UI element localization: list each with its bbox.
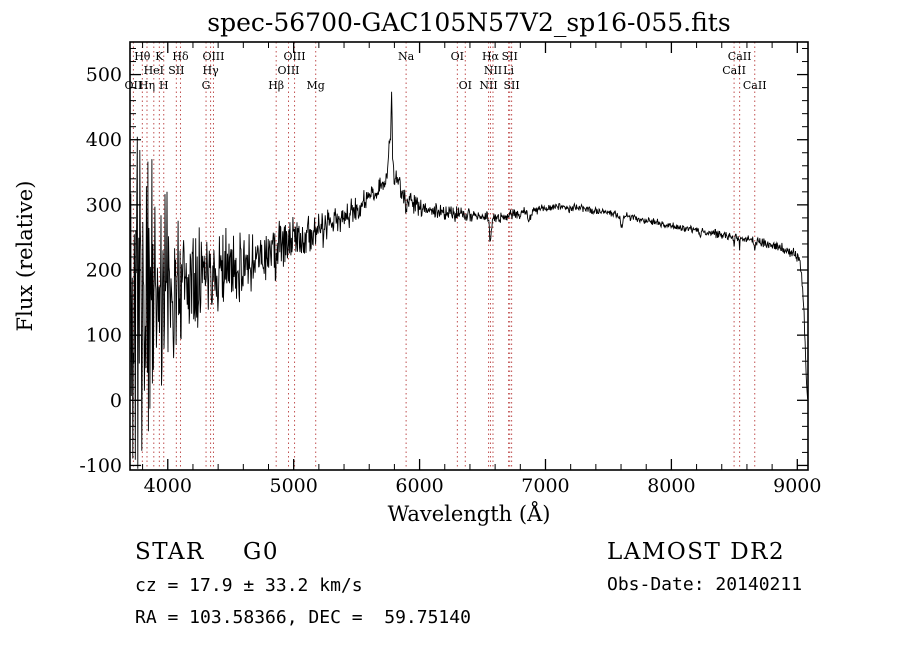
spectrum-trace <box>129 91 809 469</box>
spectral-line-label: Li <box>503 64 514 77</box>
spectral-line-label: Hθ <box>134 50 151 63</box>
plot-title: spec-56700-GAC105N57V2_sp16-055.fits <box>207 8 730 37</box>
subclass-label: G0 <box>243 539 280 565</box>
spectral-line-label: Mg <box>307 79 325 92</box>
spectral-line-label: Hβ <box>268 79 284 92</box>
spectral-line-label: OII <box>125 79 143 92</box>
spectral-line-label: Hη <box>139 79 155 92</box>
obs-date-label: Obs-Date: 20140211 <box>607 574 803 595</box>
spectral-line-label: Hα <box>482 50 500 63</box>
ra-dec-label: RA = 103.58366, DEC = 59.75140 <box>135 607 471 628</box>
object-class-label: STAR <box>135 539 205 565</box>
spectral-line-label: HeI <box>144 64 164 77</box>
survey-label: LAMOST DR2 <box>607 539 786 565</box>
spectral-line-label: OI <box>459 79 472 92</box>
x-tick-label: 5000 <box>269 475 317 497</box>
spectral-line-label: NII <box>479 79 497 92</box>
axes-box <box>129 41 809 471</box>
spectral-line-label: Hδ <box>172 50 189 63</box>
cz-label: cz = 17.9 ± 33.2 km/s <box>135 575 363 596</box>
spectral-line-label: OIII <box>284 50 306 63</box>
spectral-line-label: CaII <box>743 79 767 92</box>
y-tick-label: 200 <box>86 260 122 282</box>
y-tick-label: -100 <box>79 455 122 477</box>
x-tick-label: 8000 <box>647 475 695 497</box>
spectral-line-label: SII <box>502 50 518 63</box>
spectral-line-label: NII <box>484 64 502 77</box>
y-axis-label: Flux (relative) <box>13 181 37 332</box>
y-tick-label: 300 <box>86 194 122 216</box>
x-tick-label: 4000 <box>144 475 192 497</box>
spectral-line-label: CaII <box>728 50 752 63</box>
spectral-line-label: K <box>155 50 164 63</box>
spectral-line-label: OIII <box>277 64 299 77</box>
spectral-line-label: OI <box>451 50 464 63</box>
spectral-line-label: CaII <box>722 64 746 77</box>
y-tick-label: 500 <box>86 64 122 86</box>
y-tick-label: 100 <box>86 325 122 347</box>
spectral-line-label: Na <box>398 50 415 63</box>
spectral-line-label: Hγ <box>202 64 219 77</box>
spectral-line-label: OIII <box>202 50 224 63</box>
spectral-line-label: H <box>159 79 169 92</box>
x-tick-label: 7000 <box>521 475 569 497</box>
y-tick-label: 0 <box>110 390 122 412</box>
x-tick-label: 6000 <box>395 475 443 497</box>
x-tick-label: 9000 <box>773 475 821 497</box>
spectral-line-label: SII <box>504 79 520 92</box>
y-tick-label: 400 <box>86 129 122 151</box>
x-axis-label: Wavelength (Å) <box>388 501 551 526</box>
spectral-line-label: G <box>202 79 211 92</box>
spectral-line-label: SII <box>168 64 184 77</box>
